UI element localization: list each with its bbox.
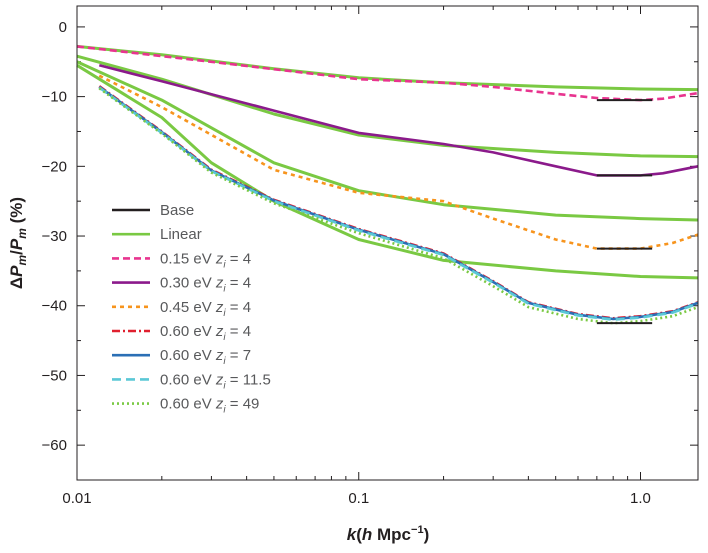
legend-z: z xyxy=(215,250,224,267)
x-axis-mpc: Mpc xyxy=(372,525,411,544)
legend-label: 0.60 eV zi = 11.5 xyxy=(160,371,271,391)
series-line xyxy=(98,87,699,325)
x-axis-sup: −1 xyxy=(411,524,424,536)
legend-z-value: = 7 xyxy=(226,347,251,364)
legend-label: 0.60 eV zi = 4 xyxy=(160,323,251,343)
y-axis-delta: Δ xyxy=(7,277,26,289)
y-tick-label: −60 xyxy=(42,437,67,454)
tick-labels: 0.01 0.1 1.0 0 −10 −20 −30 −40 −50 −60 xyxy=(42,19,651,507)
legend-label-text: 0.60 eV xyxy=(160,396,216,413)
y-tick-label: −40 xyxy=(42,298,67,315)
y-axis-unit: (%) xyxy=(7,197,26,228)
y-axis-sub2: m xyxy=(15,228,29,239)
y-tick-label: −30 xyxy=(42,228,67,245)
legend-label: 0.45 eV zi = 4 xyxy=(160,299,251,319)
legend-z: z xyxy=(215,323,224,340)
y-axis-p1: P xyxy=(7,265,26,277)
plot-lines xyxy=(76,44,699,325)
plot-frame xyxy=(76,5,699,481)
legend-label: Linear xyxy=(160,226,202,243)
y-axis-p2: P xyxy=(7,238,26,250)
legend-label-text: 0.60 eV xyxy=(160,323,216,340)
x-axis-var: k xyxy=(347,525,358,544)
legend-z: z xyxy=(215,396,224,413)
x-axis-h: h xyxy=(362,525,372,544)
series-line xyxy=(98,74,699,250)
y-tick-label: −20 xyxy=(42,158,67,175)
legend-label: 0.60 eV zi = 49 xyxy=(160,396,259,416)
legend-z-value: = 4 xyxy=(226,250,251,267)
x-axis-title: k(h Mpc−1) xyxy=(347,524,429,544)
legend-z-sub: i xyxy=(223,405,226,416)
y-axis-sub1: m xyxy=(15,255,29,266)
legend-z-sub: i xyxy=(223,284,226,295)
legend-label-text: 0.45 eV xyxy=(160,299,216,316)
legend-label-text: Base xyxy=(160,202,194,219)
x-axis-open: ( xyxy=(356,525,362,544)
legend-label-text: 0.60 eV xyxy=(160,371,216,388)
legend-z-value: = 11.5 xyxy=(226,371,271,388)
x-tick-label: 0.1 xyxy=(348,490,369,507)
legend-z-sub: i xyxy=(223,332,226,343)
legend-z: z xyxy=(215,347,224,364)
legend-label-text: 0.15 eV xyxy=(160,250,216,267)
y-axis-title: ΔPm/Pm (%) xyxy=(7,197,29,289)
series-line xyxy=(98,85,699,321)
x-tick-label: 0.01 xyxy=(62,490,91,507)
y-tick-label: 0 xyxy=(59,19,67,36)
legend-label-text: Linear xyxy=(160,226,202,243)
x-tick-label: 1.0 xyxy=(630,490,651,507)
legend-z-value: = 4 xyxy=(226,323,251,340)
legend-z: z xyxy=(215,299,224,316)
legend-label: 0.60 eV zi = 7 xyxy=(160,347,251,367)
legend-z: z xyxy=(215,275,224,292)
legend-z-value: = 4 xyxy=(226,299,251,316)
y-tick-label: −10 xyxy=(42,89,67,106)
legend-label: Base xyxy=(160,202,194,219)
legend-z-value: = 4 xyxy=(226,275,251,292)
legend-label: 0.30 eV zi = 4 xyxy=(160,275,251,295)
legend-label-text: 0.30 eV xyxy=(160,275,216,292)
y-tick-label: −50 xyxy=(42,367,67,384)
legend-label-text: 0.60 eV xyxy=(160,347,216,364)
legend-z-value: = 49 xyxy=(226,396,260,413)
legend-z: z xyxy=(215,371,224,388)
y-axis-slash: / xyxy=(7,250,26,255)
legend-z-sub: i xyxy=(223,380,226,391)
legend-z-sub: i xyxy=(223,259,226,270)
axis-ticks xyxy=(76,6,698,480)
linear-series-line xyxy=(76,64,699,280)
legend-label: 0.15 eV zi = 4 xyxy=(160,250,251,270)
legend-z-sub: i xyxy=(223,308,226,319)
legend-z-sub: i xyxy=(223,356,226,367)
x-axis-close: ) xyxy=(424,525,430,544)
